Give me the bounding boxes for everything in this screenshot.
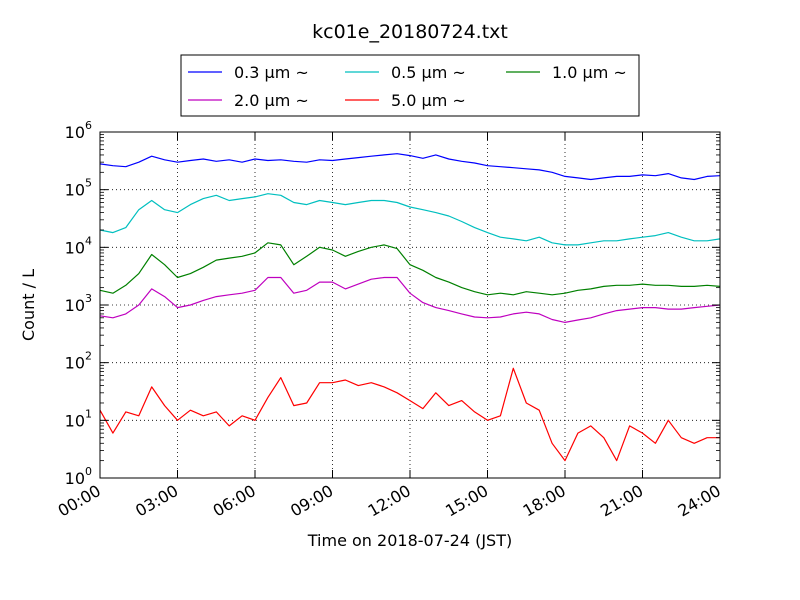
y-tick-base: 10 [65, 469, 85, 488]
legend-label: 2.0 μm ~ [234, 91, 309, 110]
series-line-0 [99, 153, 721, 181]
y-tick-exponent: 4 [85, 234, 92, 247]
legend-label: 1.0 μm ~ [552, 63, 627, 82]
y-tick-base: 10 [65, 296, 85, 315]
legend-label: 0.5 μm ~ [391, 63, 466, 82]
y-tick-exponent: 6 [85, 119, 92, 132]
legend: 0.3 μm ~ 0.5 μm ~ 1.0 μm ~ 2.0 μm ~ 5.0 μm ~ [180, 54, 640, 117]
y-tick-exponent: 5 [85, 177, 92, 190]
legend-label: 5.0 μm ~ [391, 91, 466, 110]
y-axis-label: Count / L [19, 269, 38, 341]
y-tick-exponent: 2 [85, 350, 92, 363]
plot-series [99, 153, 721, 462]
y-tick-exponent: 1 [85, 407, 92, 420]
legend-label: 0.3 μm ~ [234, 63, 309, 82]
axis-ticks [99, 131, 721, 479]
series-line-2 [99, 242, 721, 296]
y-tick-label: 100 [65, 465, 92, 488]
series-line-4 [99, 367, 720, 462]
y-tick-label: 104 [65, 234, 92, 257]
series-line-3 [99, 276, 721, 323]
y-tick-exponent: 3 [85, 292, 92, 305]
y-tick-label: 105 [65, 177, 92, 200]
x-axis-label: Time on 2018-07-24 (JST) [307, 531, 512, 550]
y-tick-exponent: 0 [85, 465, 92, 478]
chart-title: kc01e_20180724.txt [312, 21, 508, 43]
series-line-1 [99, 193, 721, 246]
legend-box [180, 54, 640, 117]
y-tick-base: 10 [65, 238, 85, 257]
y-tick-base: 10 [65, 354, 85, 373]
y-tick-label: 102 [65, 350, 92, 373]
y-tick-label: 106 [65, 119, 92, 142]
y-tick-base: 10 [65, 411, 85, 430]
y-tick-base: 10 [65, 181, 85, 200]
y-tick-label: 101 [65, 407, 92, 430]
y-tick-label: 103 [65, 292, 92, 315]
y-tick-base: 10 [65, 123, 85, 142]
